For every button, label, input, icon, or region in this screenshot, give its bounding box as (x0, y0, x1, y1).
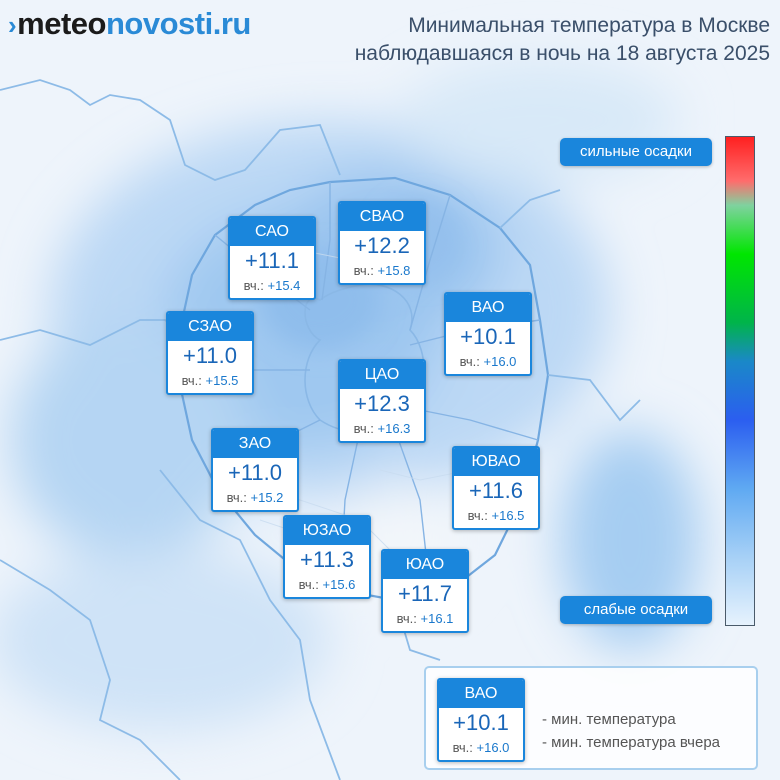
min-temp: +11.0 (227, 460, 283, 485)
district-name: ЮЗАО (285, 517, 369, 545)
district-name: ЮВАО (454, 448, 538, 476)
map-title: Минимальная температура в Москве наблюда… (355, 12, 770, 68)
district-name: СЗАО (168, 313, 252, 341)
title-line-1: Минимальная температура в Москве (408, 14, 770, 37)
site-logo[interactable]: ›meteonovosti.ru (8, 6, 251, 41)
yesterday-temp: вч.: +15.8 (353, 263, 411, 278)
district-card-cao[interactable]: ЦАО +12.3 вч.: +16.3 (338, 359, 426, 443)
legend-sample-card: ВАО +10.1 вч.: +16.0 (437, 678, 525, 762)
district-card-sao[interactable]: САО +11.1 вч.: +15.4 (228, 216, 316, 300)
district-card-svao[interactable]: СВАО +12.2 вч.: +15.8 (338, 201, 426, 285)
district-name: ЮАО (383, 551, 467, 579)
legend-min-temp-yesterday-text: - мин. температура вчера (542, 734, 721, 751)
district-name: ВАО (439, 680, 523, 708)
district-card-vao[interactable]: ВАО +10.1 вч.: +16.0 (444, 292, 532, 376)
district-name: САО (230, 218, 314, 246)
yesterday-temp: вч.: +16.0 (452, 740, 510, 755)
min-temp: +11.3 (299, 547, 355, 572)
yesterday-temp: вч.: +16.1 (396, 611, 454, 626)
weak-precip-label: слабые осадки (560, 596, 712, 624)
district-name: СВАО (340, 203, 424, 231)
precip-color-scale (725, 136, 755, 626)
min-temp: +12.2 (354, 233, 410, 258)
min-temp: +11.7 (397, 581, 453, 606)
min-temp: +11.6 (468, 478, 524, 503)
district-card-yuvao[interactable]: ЮВАО +11.6 вч.: +16.5 (452, 446, 540, 530)
strong-precip-label: сильные осадки (560, 138, 712, 166)
district-name: ВАО (446, 294, 530, 322)
min-temp: +11.1 (244, 248, 300, 273)
yesterday-temp: вч.: +15.5 (181, 373, 239, 388)
logo-mark-icon: › (8, 10, 17, 40)
yesterday-temp: вч.: +16.5 (467, 508, 525, 523)
district-card-szao[interactable]: СЗАО +11.0 вч.: +15.5 (166, 311, 254, 395)
min-temp: +10.1 (460, 324, 516, 349)
yesterday-temp: вч.: +15.2 (226, 490, 284, 505)
yesterday-temp: вч.: +16.3 (353, 421, 411, 436)
district-card-yuzao[interactable]: ЮЗАО +11.3 вч.: +15.6 (283, 515, 371, 599)
title-line-2: наблюдавшаяся в ночь на 18 августа 2025 (354, 42, 770, 65)
min-temp: +11.0 (182, 343, 238, 368)
yesterday-temp: вч.: +15.4 (243, 278, 301, 293)
yesterday-temp: вч.: +15.6 (298, 577, 356, 592)
min-temp: +10.1 (453, 710, 509, 735)
district-name: ЗАО (213, 430, 297, 458)
district-name: ЦАО (340, 361, 424, 389)
min-temp: +12.3 (354, 391, 410, 416)
district-card-yuao[interactable]: ЮАО +11.7 вч.: +16.1 (381, 549, 469, 633)
yesterday-temp: вч.: +16.0 (459, 354, 517, 369)
legend-min-temp-text: - мин. температура (542, 711, 676, 728)
district-card-zao[interactable]: ЗАО +11.0 вч.: +15.2 (211, 428, 299, 512)
